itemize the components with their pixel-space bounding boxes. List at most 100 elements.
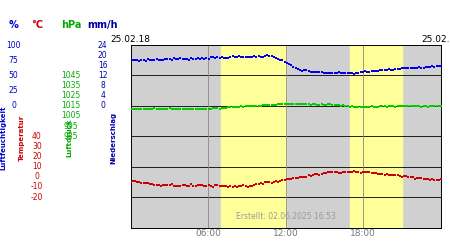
- Point: [246, 55, 253, 59]
- Point: [359, 70, 366, 74]
- Point: [435, 64, 442, 68]
- Point: [290, 176, 297, 180]
- Point: [205, 107, 212, 111]
- Point: [398, 175, 405, 179]
- Point: [314, 102, 321, 106]
- Point: [233, 55, 240, 59]
- Point: [177, 56, 184, 60]
- Point: [327, 71, 334, 75]
- Point: [342, 170, 349, 174]
- Point: [322, 102, 329, 106]
- Point: [244, 185, 252, 189]
- Point: [144, 181, 152, 185]
- Point: [135, 58, 143, 62]
- Point: [188, 107, 195, 111]
- Point: [264, 103, 271, 107]
- Point: [277, 178, 284, 182]
- Point: [216, 106, 223, 110]
- Point: [179, 57, 186, 61]
- Point: [420, 104, 427, 108]
- Point: [411, 177, 418, 181]
- Point: [418, 66, 425, 70]
- Text: 1005: 1005: [61, 112, 81, 120]
- Point: [162, 57, 169, 61]
- Point: [309, 173, 316, 177]
- Point: [240, 55, 247, 59]
- Point: [146, 107, 153, 111]
- Point: [242, 184, 249, 188]
- Point: [229, 106, 236, 110]
- Point: [346, 104, 353, 108]
- Point: [183, 107, 190, 111]
- Point: [158, 106, 165, 110]
- Point: [368, 104, 375, 108]
- Point: [322, 171, 329, 175]
- Text: 4: 4: [100, 91, 105, 100]
- Point: [435, 178, 442, 182]
- Point: [242, 55, 249, 59]
- Point: [385, 173, 392, 177]
- Point: [348, 71, 356, 75]
- Point: [296, 175, 303, 179]
- Point: [311, 172, 319, 176]
- Point: [324, 71, 332, 75]
- Point: [294, 176, 302, 180]
- Point: [422, 177, 429, 181]
- Point: [158, 58, 165, 62]
- Point: [214, 106, 221, 110]
- Point: [214, 55, 221, 59]
- Point: [348, 104, 356, 108]
- Point: [414, 176, 421, 180]
- Point: [175, 57, 182, 61]
- Point: [296, 102, 303, 106]
- Point: [192, 57, 199, 61]
- Point: [394, 104, 401, 108]
- Point: [398, 66, 405, 70]
- Point: [305, 102, 312, 106]
- Point: [359, 170, 366, 174]
- Point: [372, 105, 379, 109]
- Point: [307, 174, 314, 178]
- Point: [396, 174, 403, 178]
- Point: [127, 58, 134, 62]
- Point: [424, 65, 432, 69]
- Point: [403, 66, 410, 70]
- Point: [394, 67, 401, 71]
- Point: [290, 102, 297, 106]
- Text: 24: 24: [98, 40, 108, 50]
- Point: [198, 107, 206, 111]
- Point: [409, 66, 416, 70]
- Point: [281, 102, 288, 106]
- Point: [355, 71, 362, 75]
- Point: [405, 104, 412, 108]
- Point: [148, 58, 156, 62]
- Point: [424, 104, 432, 108]
- Point: [370, 171, 377, 175]
- Point: [294, 67, 302, 71]
- Point: [218, 106, 225, 110]
- Point: [166, 183, 173, 187]
- Point: [244, 104, 252, 108]
- Point: [248, 104, 256, 108]
- Point: [416, 176, 423, 180]
- Point: [222, 184, 230, 188]
- Point: [344, 104, 351, 108]
- Point: [151, 58, 158, 62]
- Point: [172, 184, 180, 188]
- Point: [351, 169, 358, 173]
- Point: [351, 105, 358, 109]
- Text: %: %: [9, 20, 18, 30]
- Bar: [221, 45, 286, 228]
- Point: [171, 184, 178, 188]
- Point: [340, 170, 347, 174]
- Point: [153, 107, 160, 111]
- Point: [144, 107, 152, 111]
- Point: [259, 182, 266, 186]
- Point: [253, 54, 260, 58]
- Point: [274, 57, 282, 61]
- Bar: [351, 45, 402, 228]
- Point: [274, 102, 282, 106]
- Point: [374, 69, 382, 73]
- Point: [420, 176, 427, 180]
- Point: [346, 170, 353, 174]
